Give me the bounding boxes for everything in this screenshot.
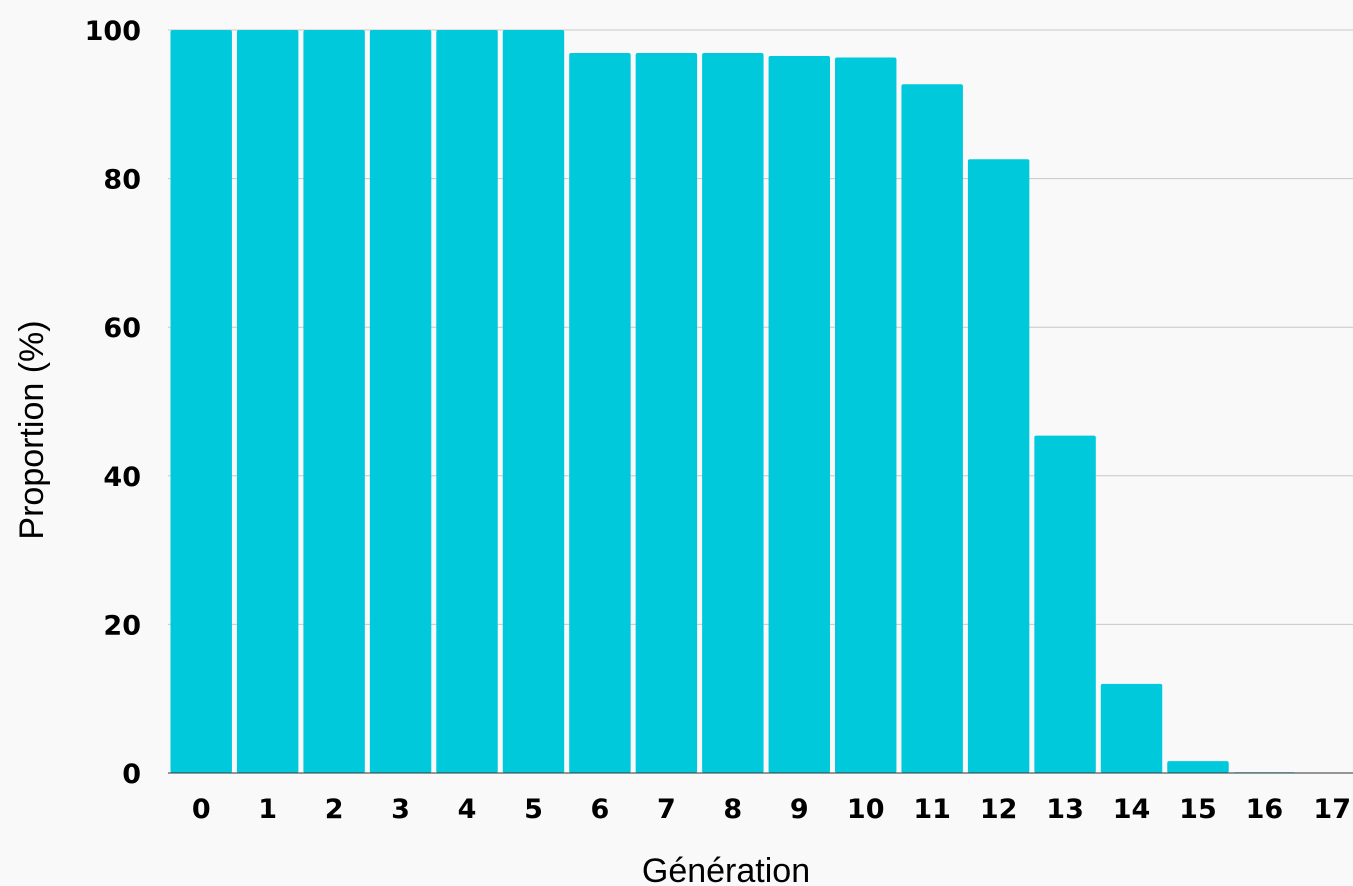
x-tick-label: 8 <box>723 794 742 825</box>
x-tick-label: 4 <box>458 794 477 825</box>
bar <box>369 30 432 773</box>
bar <box>1167 761 1229 773</box>
bar <box>436 30 498 773</box>
bar <box>569 53 631 773</box>
y-tick-label: 60 <box>103 313 141 344</box>
x-tick-label: 16 <box>1246 794 1284 825</box>
x-tick-label: 3 <box>391 794 410 825</box>
x-tick-label: 12 <box>980 794 1018 825</box>
x-tick-label: 0 <box>192 794 211 825</box>
bar <box>170 30 232 773</box>
bar <box>1034 435 1096 773</box>
x-tick-label: 6 <box>591 794 610 825</box>
bar <box>901 84 963 773</box>
y-tick-label: 80 <box>103 165 141 196</box>
x-tick-label: 10 <box>847 794 885 825</box>
bar <box>768 56 830 773</box>
x-tick-label: 1 <box>258 794 277 825</box>
bars <box>170 30 1296 774</box>
y-axis-title: Proportion (%) <box>13 320 51 539</box>
y-tick-label: 0 <box>122 759 141 790</box>
bar <box>835 57 897 773</box>
bar <box>702 53 764 773</box>
x-tick-label: 13 <box>1046 794 1084 825</box>
bar <box>236 30 299 773</box>
bar <box>1100 683 1163 773</box>
x-tick-label: 15 <box>1179 794 1217 825</box>
x-tick-label: 17 <box>1313 794 1351 825</box>
y-tick-label: 20 <box>103 610 141 641</box>
bar <box>303 30 365 773</box>
bar <box>967 159 1030 774</box>
x-tick-label: 2 <box>325 794 344 825</box>
x-axis-ticks: 0 1 2 3 4 5 6 7 8 9 10 11 12 13 14 15 16 17 <box>192 794 1351 825</box>
x-tick-label: 11 <box>913 794 951 825</box>
bar <box>635 53 698 773</box>
x-tick-label: 7 <box>657 794 676 825</box>
y-tick-label: 100 <box>85 16 141 47</box>
x-axis-title: Génération <box>642 852 810 886</box>
x-tick-label: 14 <box>1113 794 1151 825</box>
y-tick-label: 40 <box>103 462 141 493</box>
bar <box>502 30 565 773</box>
x-tick-label: 9 <box>790 794 809 825</box>
y-axis-ticks: 0 20 40 60 80 100 <box>85 16 141 790</box>
x-tick-label: 5 <box>524 794 543 825</box>
